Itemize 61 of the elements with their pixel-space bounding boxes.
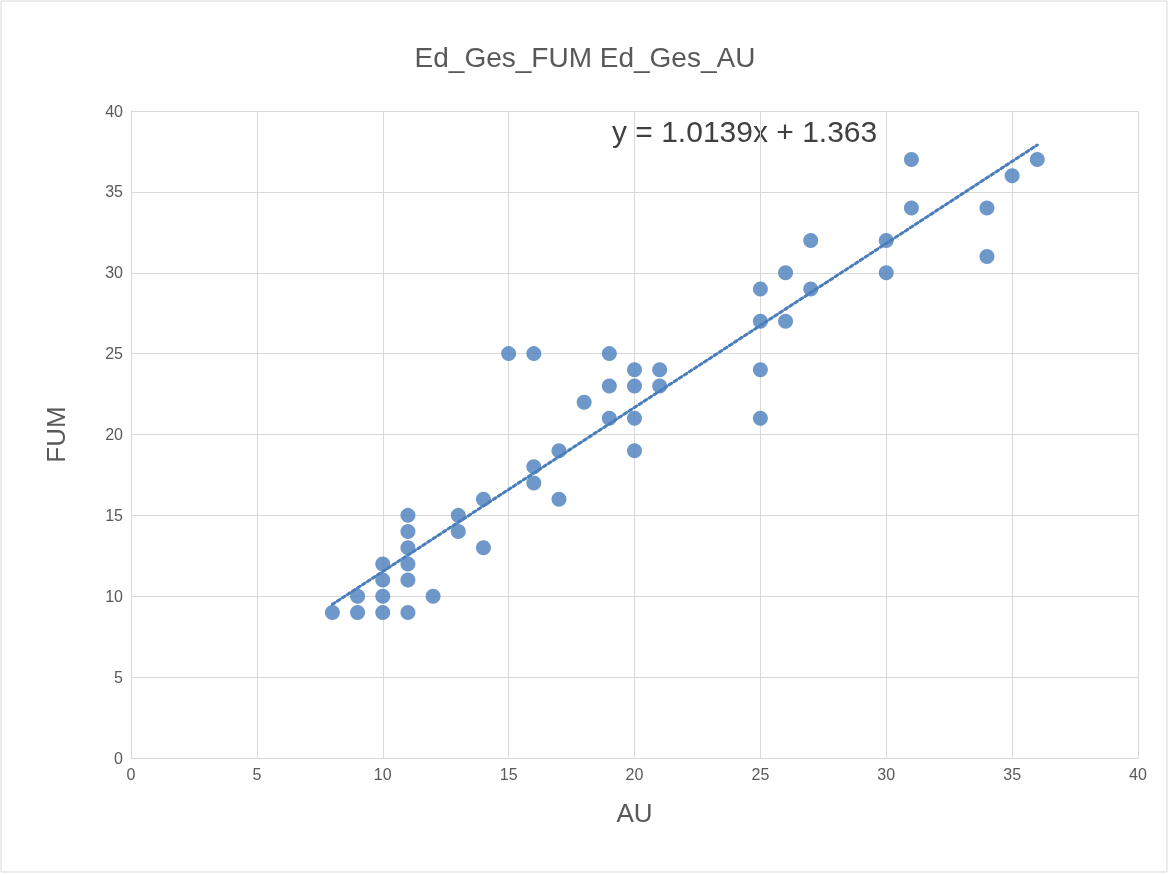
x-tick-label: 35 (1003, 765, 1022, 783)
point (425, 588, 441, 604)
y-tick-label: 30 (105, 264, 124, 282)
point (450, 524, 466, 540)
point (979, 249, 995, 265)
y-tick-label: 25 (105, 345, 124, 363)
point (526, 475, 542, 491)
point (903, 200, 919, 216)
chart-title: Ed_Ges_FUM Ed_Ges_AU (414, 41, 756, 73)
point (576, 394, 592, 410)
point (752, 281, 768, 297)
point (627, 378, 642, 394)
point (778, 313, 794, 329)
point (652, 362, 668, 378)
point (752, 362, 768, 378)
x-tick-label: 40 (1129, 765, 1147, 783)
point (526, 346, 542, 362)
point (324, 604, 340, 620)
x-tick-label: 10 (373, 765, 392, 783)
y-tick-label: 0 (114, 749, 124, 767)
y-tick-label: 15 (105, 506, 124, 524)
point (400, 507, 416, 523)
point (400, 572, 416, 588)
point (350, 588, 366, 604)
y-tick-label: 40 (105, 102, 124, 120)
point (778, 265, 794, 281)
x-tick-label: 5 (252, 765, 262, 783)
y-axis-title: FUM (41, 406, 71, 463)
point (475, 540, 491, 556)
point (501, 346, 517, 362)
point (627, 443, 642, 459)
point (1004, 168, 1020, 184)
y-tick-label: 35 (105, 183, 124, 201)
x-axis-title: AU (616, 798, 653, 828)
annotation: y = 1.0139x + 1.363 (612, 114, 878, 148)
point (375, 604, 391, 620)
y-tick-label: 5 (114, 668, 124, 686)
point (551, 491, 567, 507)
point (903, 152, 919, 168)
y-tick-label: 10 (105, 587, 124, 605)
point (400, 604, 416, 620)
x-tick-label: 20 (625, 765, 644, 783)
point (400, 524, 416, 540)
point (803, 232, 819, 248)
point (878, 265, 894, 281)
point (601, 378, 617, 394)
y-tick-label: 20 (105, 426, 124, 443)
point (627, 362, 642, 378)
point (752, 410, 768, 426)
point (375, 572, 391, 588)
x-tick-label: 30 (877, 765, 896, 783)
x-tick-label: 0 (126, 765, 136, 783)
point (979, 200, 995, 216)
point (1029, 152, 1045, 168)
x-tick-label: 25 (751, 765, 770, 783)
point (627, 410, 642, 426)
point (400, 556, 416, 572)
point (350, 604, 366, 620)
x-tick-label: 15 (499, 765, 518, 783)
point (601, 346, 617, 362)
point (375, 588, 391, 604)
